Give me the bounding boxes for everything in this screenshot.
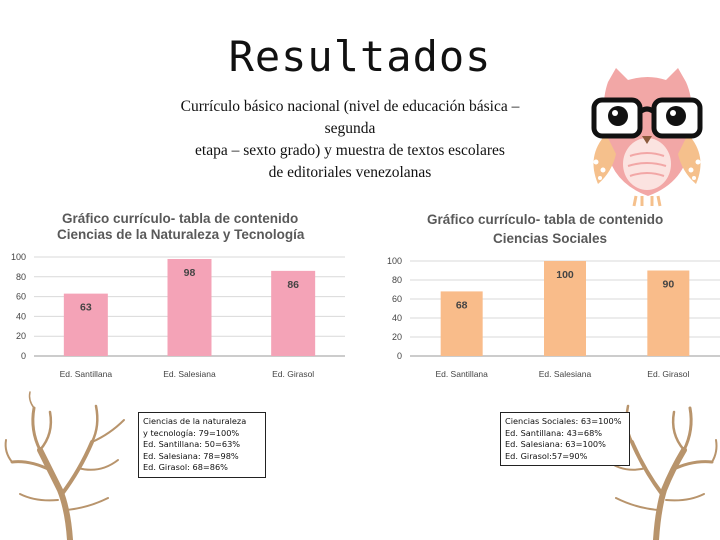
y-tick-label: 60 — [16, 292, 26, 302]
note-line: Ciencias Sociales: 63=100% — [505, 416, 622, 426]
x-tick-label: Ed. Girasol — [272, 369, 314, 379]
y-tick-label: 20 — [16, 331, 26, 341]
y-tick-label: 60 — [392, 294, 402, 304]
note-line: Ed. Girasol:57=90% — [505, 450, 588, 461]
data-label: 86 — [287, 279, 299, 291]
bar — [440, 291, 483, 356]
y-tick-label: 40 — [16, 311, 26, 321]
y-tick-label: 20 — [392, 332, 402, 342]
note-line: Ed. Santillana: 43=68% — [505, 427, 603, 438]
chart-title-line: Gráfico currículo- tabla de contenido — [62, 211, 298, 226]
bar-chart-ciencias-naturaleza: Gráfico currículo- tabla de contenido Ci… — [11, 211, 345, 379]
bar — [63, 293, 108, 356]
note-line: Ed. Girasol: 68=86% — [143, 462, 228, 472]
note-line: Ciencias de la naturaleza — [143, 416, 247, 426]
chart-title-line: Gráfico currículo- tabla de contenido — [427, 212, 663, 227]
data-label: 68 — [456, 299, 468, 311]
subtitle-line: etapa – sexto grado) y muestra de textos… — [195, 142, 505, 159]
note-box-sociales: Ciencias Sociales: 63=100% Ed. Santillan… — [500, 412, 630, 466]
x-tick-label: Ed. Santillana — [435, 369, 488, 379]
note-line: y tecnología: 79=100% — [143, 427, 240, 438]
x-tick-label: Ed. Girasol — [647, 369, 689, 379]
chart-title-line: Ciencias Sociales — [493, 231, 607, 246]
y-tick-label: 0 — [397, 351, 402, 361]
data-label: 100 — [556, 269, 574, 281]
note-line: Ed. Santillana: 50=63% — [143, 439, 241, 449]
data-label: 90 — [662, 279, 674, 291]
y-tick-label: 100 — [11, 252, 26, 262]
y-tick-label: 80 — [392, 275, 402, 285]
x-tick-label: Ed. Santillana — [60, 369, 113, 379]
owl-with-glasses-icon — [591, 68, 703, 207]
chart-title-line: Ciencias de la Naturaleza y Tecnología — [57, 227, 305, 242]
y-tick-label: 40 — [392, 313, 402, 323]
data-label: 63 — [80, 302, 92, 314]
subtitle-line: Currículo básico nacional (nivel de educ… — [180, 98, 520, 115]
note-line: Ed. Salesiana: 78=98% — [143, 450, 239, 461]
y-tick-label: 100 — [387, 256, 402, 266]
bar-chart-ciencias-sociales: Gráfico currículo- tabla de contenido Ci… — [387, 212, 720, 379]
bar — [647, 270, 690, 356]
y-tick-label: 80 — [16, 272, 26, 282]
y-tick-label: 0 — [21, 351, 26, 361]
bar — [167, 258, 212, 356]
x-tick-label: Ed. Salesiana — [163, 369, 216, 379]
note-box-naturaleza: Ciencias de la naturaleza y tecnología: … — [138, 412, 266, 478]
page-subtitle: Currículo básico nacional (nivel de educ… — [140, 96, 560, 184]
data-label: 98 — [184, 267, 196, 279]
bar — [544, 261, 586, 356]
note-line: Ed. Salesiana: 63=100% — [505, 439, 606, 449]
bare-tree-icon — [4, 391, 125, 540]
page-title: Resultados — [228, 32, 492, 81]
bar — [271, 270, 316, 356]
subtitle-line: de editoriales venezolanas — [268, 164, 432, 181]
subtitle-line: segunda — [324, 120, 376, 137]
x-tick-label: Ed. Salesiana — [539, 369, 592, 379]
